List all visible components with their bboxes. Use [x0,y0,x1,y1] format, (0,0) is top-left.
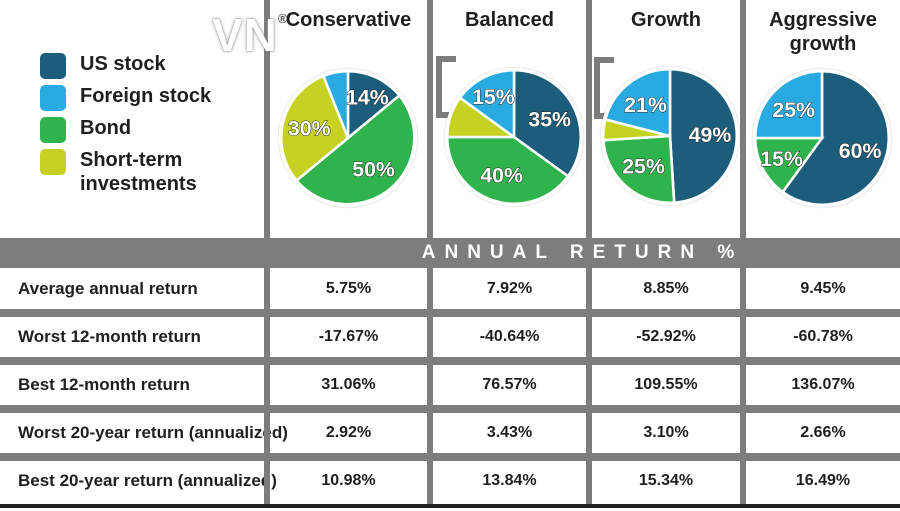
pie-chart-aggressive-growth: 60% 15% 25% [751,67,893,209]
table-row-worst-20-year-return: Worst 20-year return (annualized) 2.92% … [0,413,900,453]
row-separator [0,357,900,365]
column-divider [427,0,433,238]
pie-chart-growth: 49% 25% 21% [599,65,741,207]
us-stock-swatch-icon [40,53,66,79]
table-row-best-20-year-return: Best 20-year return (annualized) 10.98% … [0,461,900,501]
annual-return-band: ANNUAL RETURN % [0,238,900,268]
column-header-aggressive-growth: Aggressive growth [769,9,877,55]
value-growth: 109.55% [634,376,698,393]
legend-item-bond: Bond [40,117,230,143]
svg-text:50%: 50% [352,157,395,181]
svg-text:15%: 15% [472,85,515,109]
row-label: Best 12-month return [18,375,190,394]
column-divider [586,0,592,238]
bond-swatch-icon [40,117,66,143]
svg-text:35%: 35% [528,107,571,131]
value-balanced: 3.43% [486,424,533,441]
value-growth: 3.10% [643,424,689,441]
value-conservative: 10.98% [321,472,376,489]
pie-chart-conservative: 14% 50% 30% [277,67,419,209]
svg-text:60%: 60% [839,139,882,163]
bottom-border [0,504,900,508]
row-label: Average annual return [18,279,198,298]
column-header-conservative: Conservative [285,9,412,31]
column-divider [264,0,270,238]
short-term-investments-swatch-icon [40,149,66,175]
column-header-balanced: Balanced [465,9,554,31]
value-conservative: 5.75% [325,280,372,297]
row-label: Worst 20-year return (annualized) [18,423,288,442]
value-aggressive-growth: 136.07% [791,376,855,393]
column-header-growth: Growth [631,9,701,31]
value-balanced: 76.57% [482,376,537,393]
column-divider [264,268,270,504]
svg-text:25%: 25% [772,98,815,122]
row-label: Worst 12-month return [18,327,201,346]
annual-return-band-title: ANNUAL RETURN % [421,242,744,263]
value-growth: 8.85% [643,280,689,297]
svg-text:49%: 49% [689,123,732,147]
svg-text:40%: 40% [480,164,523,188]
svg-text:15%: 15% [760,147,803,171]
column-divider [427,268,433,504]
legend-item-foreign-stock: Foreign stock [40,85,230,111]
legend-item-us-stock: US stock [40,53,230,79]
value-aggressive-growth: 9.45% [800,280,846,297]
value-growth: -52.92% [636,328,696,345]
pie-chart-balanced: 35% 40% 15% [443,66,585,208]
foreign-stock-swatch-icon [40,85,66,111]
legend-label: Short-term investments [80,149,197,195]
svg-text:14%: 14% [346,85,389,109]
value-balanced: 7.92% [486,280,533,297]
value-conservative: 2.92% [325,424,372,441]
row-separator [0,309,900,317]
table-row-average-annual-return: Average annual return 5.75% 7.92% 8.85% … [0,269,900,309]
svg-text:25%: 25% [622,154,665,178]
value-growth: 15.34% [638,472,694,489]
value-conservative: -17.67% [318,328,379,345]
table-row-best-12-month-return: Best 12-month return 31.06% 76.57% 109.5… [0,365,900,405]
value-balanced: 13.84% [482,472,537,489]
value-aggressive-growth: 2.66% [800,424,846,441]
bracket-mark-balanced [436,56,456,118]
logo-vn: VN® [212,9,289,61]
row-separator [0,453,900,461]
value-aggressive-growth: -60.78% [793,328,853,345]
value-conservative: 31.06% [321,376,376,393]
column-divider [740,268,746,504]
registered-trademark-icon: ® [277,11,289,26]
value-aggressive-growth: 16.49% [795,472,851,489]
svg-text:21%: 21% [624,93,667,117]
legend-label: Bond [80,117,132,139]
value-balanced: -40.64% [479,328,540,345]
legend-label: Foreign stock [80,85,212,107]
svg-text:30%: 30% [288,117,331,141]
row-separator [0,405,900,413]
table-row-worst-12-month-return: Worst 12-month return -17.67% -40.64% -5… [0,317,900,357]
column-divider [740,0,746,238]
legend-item-short-term-investments: Short-term investments [40,149,230,196]
legend-label: US stock [80,53,166,75]
row-label: Best 20-year return (annualized) [18,471,277,490]
asset-class-legend: US stock Foreign stock Bond Short-term i… [40,53,230,202]
column-divider [586,268,592,504]
